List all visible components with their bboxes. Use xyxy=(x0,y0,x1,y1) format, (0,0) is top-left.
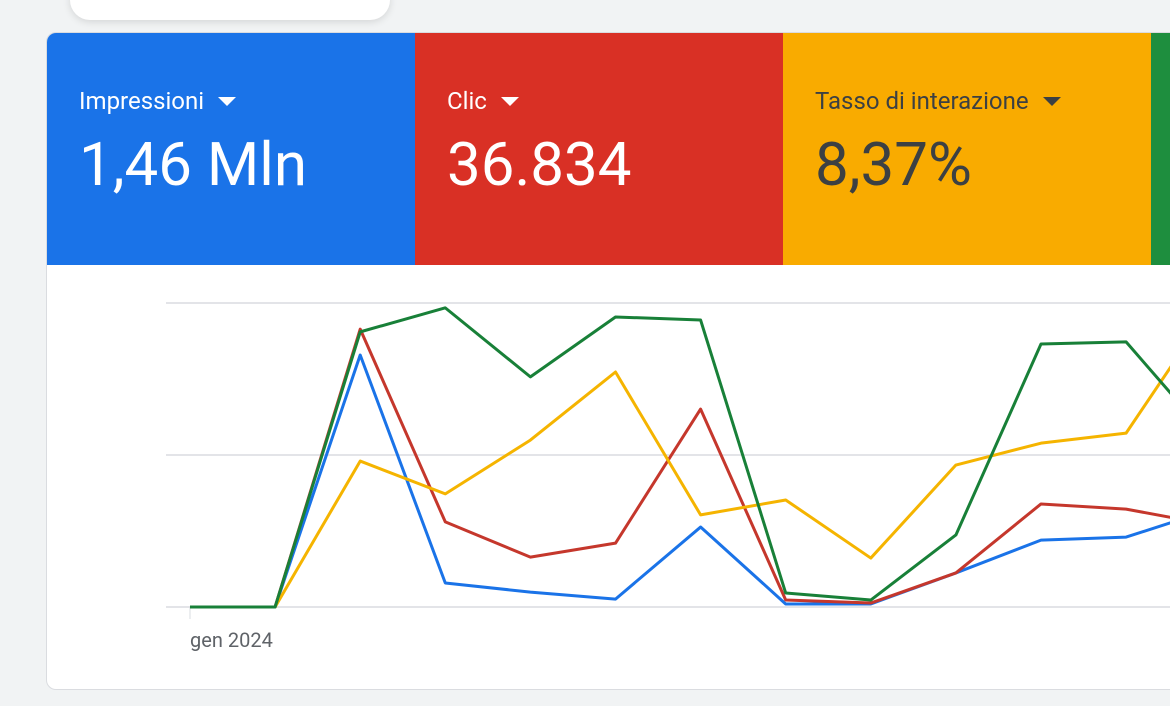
metric-value: 1,46 Mln xyxy=(79,129,307,200)
metric-label[interactable]: Impressioni xyxy=(79,85,415,117)
metric-label[interactable]: Clic xyxy=(447,85,783,117)
x-tick-label: gen 2024 xyxy=(190,628,273,652)
metric-card[interactable]: Clic 36.834 xyxy=(415,33,783,265)
series-line xyxy=(190,306,1170,609)
search-bar xyxy=(70,0,390,20)
metric-card[interactable]: Impressioni 1,46 Mln xyxy=(47,33,415,265)
metric-label[interactable]: Tasso di interazione xyxy=(815,85,1151,117)
series-line xyxy=(190,353,1170,609)
metric-cards: Impressioni 1,46 Mln Clic 36.834 Tasso di in… xyxy=(47,33,1170,265)
metric-card[interactable] xyxy=(1151,33,1170,265)
performance-panel: Impressioni 1,46 Mln Clic 36.834 Tasso di in… xyxy=(46,32,1170,690)
series-line xyxy=(190,327,1170,609)
metric-value: 8,37% xyxy=(815,129,972,200)
series-line xyxy=(190,365,1170,609)
metric-card[interactable]: Tasso di interazione 8,37% xyxy=(783,33,1151,265)
metric-value: 36.834 xyxy=(447,129,632,200)
